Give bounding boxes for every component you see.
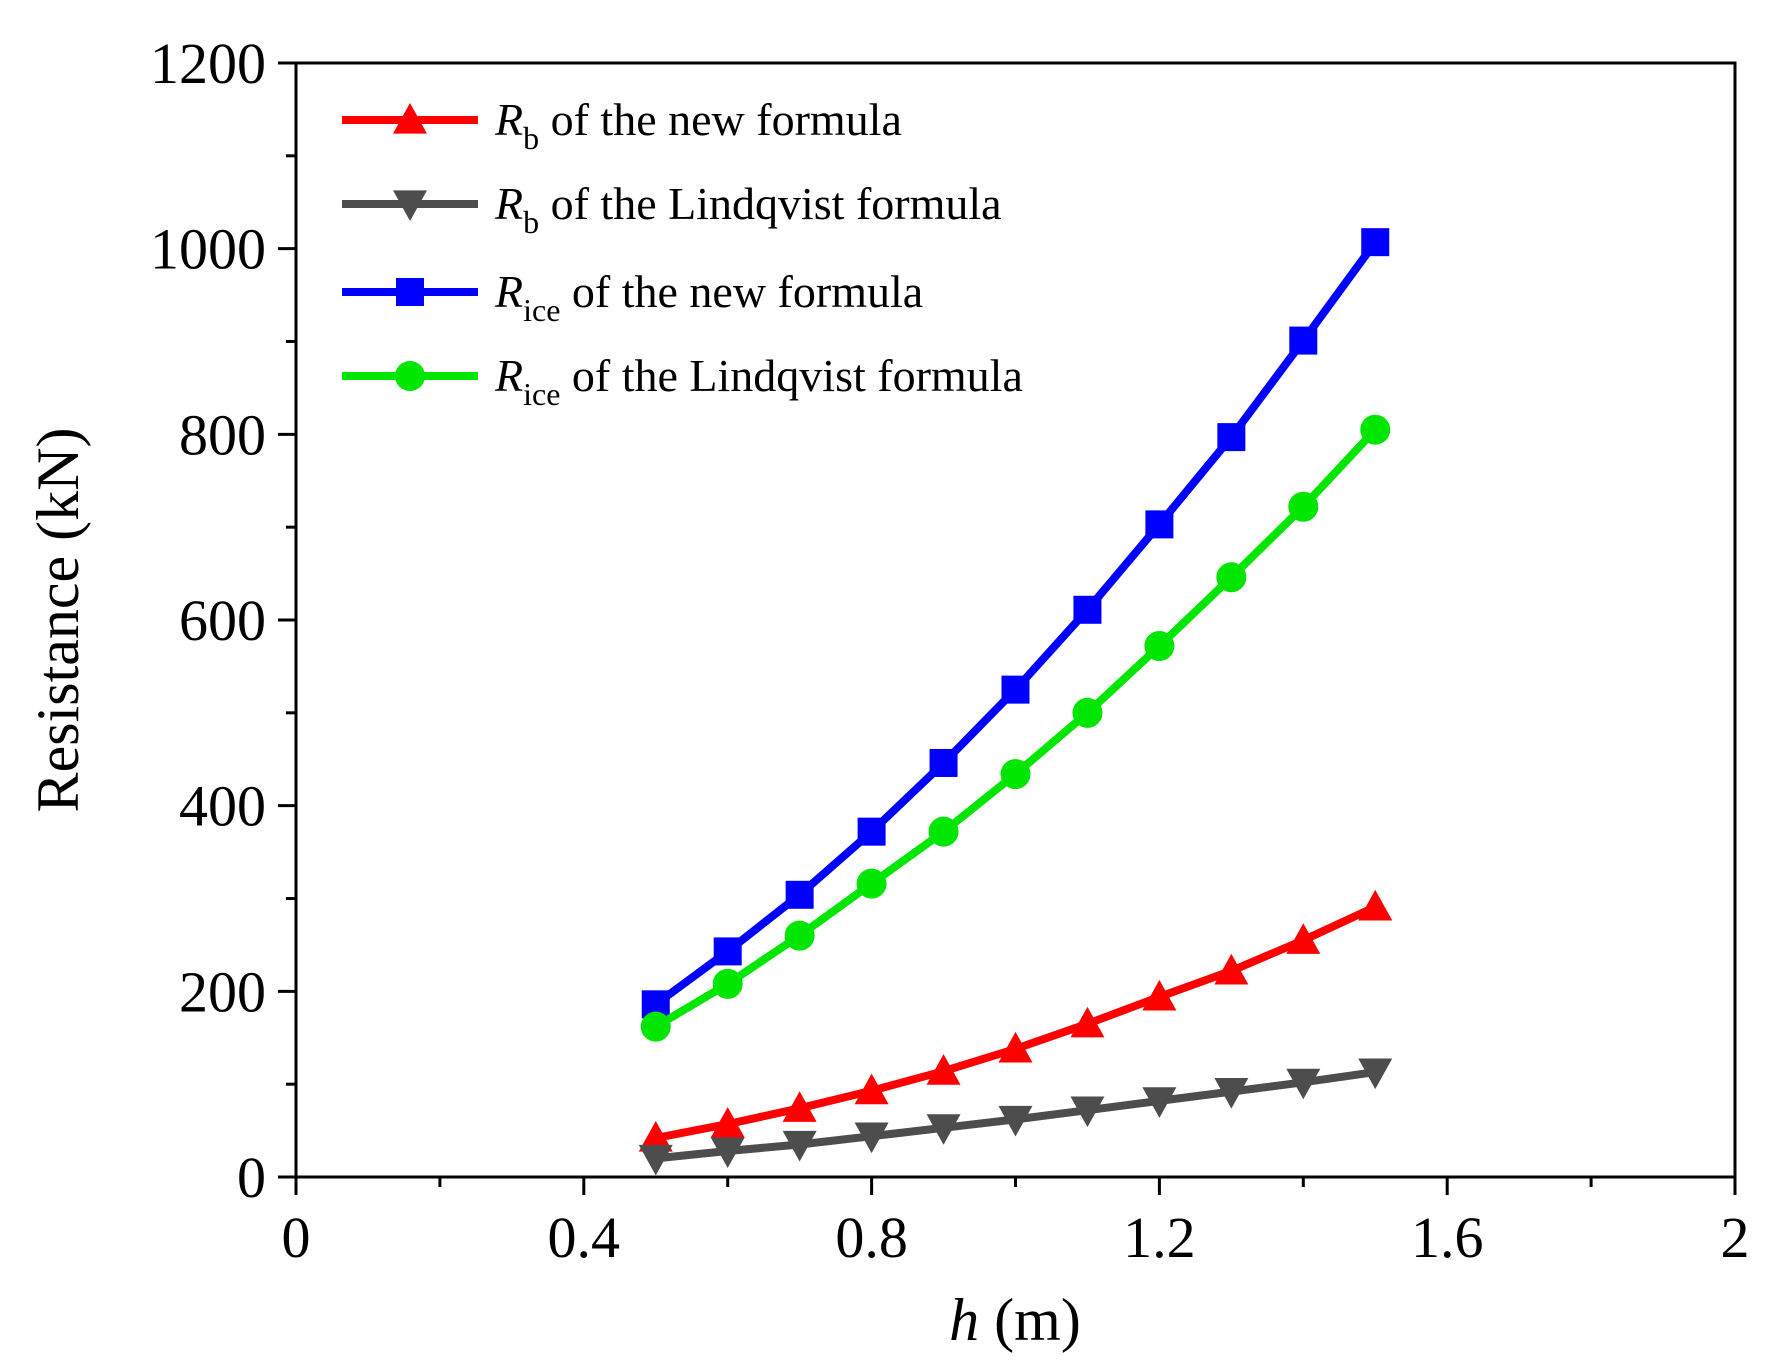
y-tick-label: 0: [237, 1145, 266, 1210]
data-point: [1072, 697, 1103, 728]
y-tick-label: 1200: [150, 31, 266, 96]
y-tick-label: 800: [179, 402, 266, 467]
legend-symbol: R: [494, 94, 523, 145]
legend-label: Rb of the new formula: [494, 94, 902, 156]
legend-entry: Rb of the Lindqvist formula: [342, 178, 1002, 240]
legend-subscript: b: [523, 204, 539, 240]
y-tick-label: 400: [179, 774, 266, 839]
data-point: [926, 1114, 961, 1145]
x-axis-unit: (m): [979, 1287, 1081, 1353]
data-point: [1145, 510, 1174, 539]
data-point: [1289, 326, 1318, 355]
data-point: [1286, 923, 1321, 954]
x-tick-label: 1.2: [1123, 1205, 1196, 1270]
series-line: [655, 903, 1377, 1142]
data-point: [1214, 1077, 1249, 1109]
data-point: [712, 968, 743, 999]
data-point: [928, 816, 959, 847]
data-point: [1288, 491, 1319, 522]
data-point: [782, 1091, 817, 1122]
data-point: [998, 1105, 1033, 1137]
legend-entry: Rice of the Lindqvist formula: [342, 350, 1023, 412]
legend-label: Rice of the Lindqvist formula: [494, 350, 1023, 412]
data-point: [857, 817, 886, 846]
y-tick-label: 1000: [150, 217, 266, 282]
y-axis: 0 200 400 600 800 1000 1200: [150, 31, 296, 1210]
data-point: [1070, 1096, 1105, 1128]
data-point: [710, 1107, 745, 1138]
data-point: [1361, 228, 1390, 257]
x-tick-label: 2: [1721, 1205, 1750, 1270]
data-point: [638, 1121, 673, 1152]
legend-symbol: R: [494, 350, 523, 401]
series-line: [653, 426, 1379, 1031]
data-point: [1070, 1006, 1105, 1038]
data-point: [1217, 423, 1246, 452]
data-point: [854, 1122, 889, 1154]
data-point: [1216, 562, 1247, 593]
series-4: [640, 414, 1391, 1042]
data-point: [1000, 759, 1031, 790]
legend-subscript: ice: [523, 376, 560, 412]
data-point: [998, 1031, 1033, 1063]
legend-marker: [393, 190, 427, 221]
data-point: [1358, 889, 1393, 921]
data-point: [856, 868, 887, 899]
x-axis: 0 0.4 0.8 1.2 1.6 2: [282, 1177, 1750, 1270]
legend-symbol: R: [494, 178, 523, 229]
legend-rest: of the Lindqvist formula: [539, 178, 1001, 229]
legend-marker: [393, 103, 427, 134]
y-tick-label: 600: [179, 588, 266, 653]
legend-label: Rice of the new formula: [494, 266, 923, 328]
data-point: [1142, 1087, 1177, 1118]
legend-rest: of the Lindqvist formula: [560, 350, 1022, 401]
data-point: [710, 1137, 745, 1169]
legend-entry: Rb of the new formula: [342, 94, 902, 156]
data-point: [1144, 630, 1175, 661]
series-2: [638, 1058, 1393, 1176]
x-axis-title: h (m): [949, 1287, 1081, 1353]
data-point: [784, 920, 815, 951]
data-point: [640, 1011, 671, 1042]
data-point: [1358, 1058, 1393, 1090]
series-3: [641, 228, 1390, 1019]
legend-rest: of the new formula: [560, 266, 923, 317]
series-layer: [638, 228, 1393, 1176]
legend-marker: [396, 278, 424, 306]
legend-marker: [395, 361, 425, 391]
data-point: [713, 937, 742, 966]
data-point: [854, 1073, 889, 1105]
data-point: [1073, 595, 1102, 624]
x-tick-label: 0.4: [548, 1205, 621, 1270]
legend-symbol: R: [494, 266, 523, 317]
data-point: [929, 748, 958, 777]
data-point: [638, 1144, 673, 1176]
data-point: [1142, 979, 1177, 1011]
data-point: [1360, 414, 1391, 445]
y-axis-title: Resistance (kN): [25, 428, 91, 813]
data-point: [1001, 675, 1030, 704]
x-tick-label: 1.6: [1411, 1205, 1484, 1270]
x-tick-label: 0.8: [835, 1205, 908, 1270]
legend-label: Rb of the Lindqvist formula: [494, 178, 1002, 240]
legend-rest: of the new formula: [539, 94, 902, 145]
x-axis-symbol: h: [949, 1287, 979, 1353]
data-point: [785, 880, 814, 909]
legend-subscript: b: [523, 120, 539, 156]
plot-frame: [294, 61, 1737, 1179]
plot-area: [294, 61, 1737, 1179]
data-point: [1286, 1068, 1321, 1100]
series-1: [638, 889, 1393, 1152]
legend-subscript: ice: [523, 292, 560, 328]
data-point: [1214, 953, 1249, 985]
y-tick-label: 200: [179, 959, 266, 1024]
data-point: [782, 1130, 817, 1162]
legend-entry: Rice of the new formula: [342, 266, 923, 328]
x-tick-label: 0: [282, 1205, 311, 1270]
data-point: [926, 1054, 961, 1085]
